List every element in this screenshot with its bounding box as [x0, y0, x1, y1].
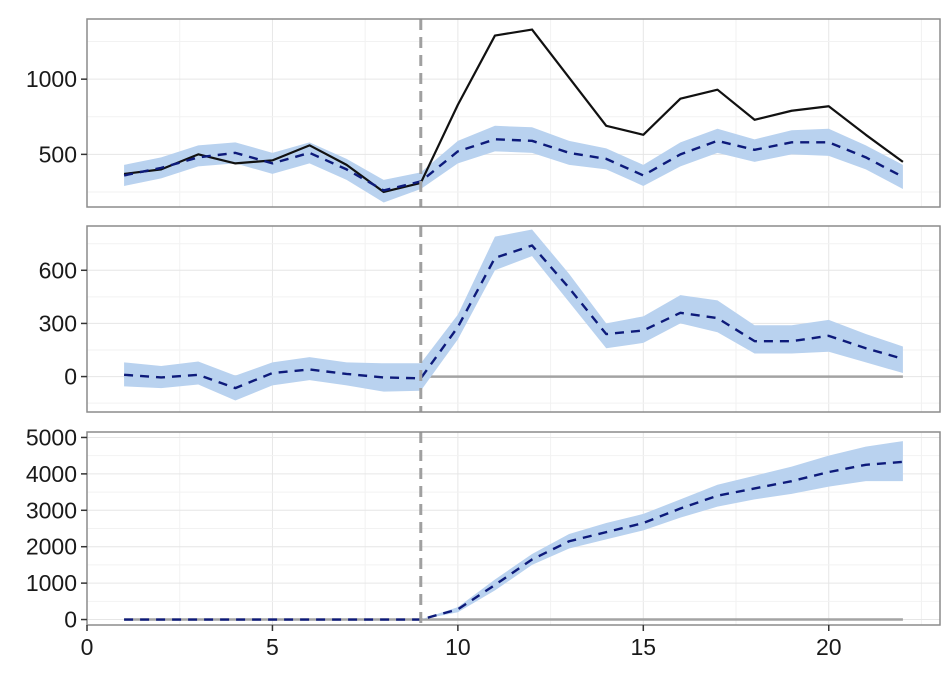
y-tick-label: 300: [39, 310, 77, 336]
x-tick-label: 0: [81, 634, 94, 660]
y-tick-label: 1000: [26, 570, 77, 596]
y-tick-label: 3000: [26, 497, 77, 523]
y-tick-label: 0: [64, 364, 77, 390]
x-tick-label: 10: [445, 634, 471, 660]
prediction-series-line: [124, 244, 904, 390]
observed-series-line: [123, 28, 904, 194]
prediction-series-line: [124, 460, 904, 621]
y-tick-label: 600: [39, 257, 77, 283]
y-tick-label: 5000: [26, 424, 77, 450]
panel-3: 0 1000 2000 3000 4000 5000 0 5 10 15 20: [26, 424, 941, 660]
x-tick-label: 5: [266, 634, 279, 660]
panel-border: [86, 18, 941, 208]
y-tick-label: 2000: [26, 534, 77, 560]
x-tick-label: 20: [816, 634, 842, 660]
prediction-interval-band: [124, 229, 903, 401]
prediction-interval-band: [124, 441, 903, 620]
y-tick-label: 1000: [26, 66, 77, 92]
y-tick-label: 4000: [26, 461, 77, 487]
panel-border: [86, 431, 941, 626]
y-tick-label: 500: [39, 141, 77, 167]
x-tick-label: 15: [631, 634, 657, 660]
panel-border: [86, 225, 941, 413]
prediction-series-line: [123, 138, 904, 192]
y-tick-label: 0: [64, 607, 77, 633]
panel-1: 500 1000: [26, 18, 941, 208]
panel-background: [87, 19, 940, 207]
panel-2: 0 300 600: [39, 225, 941, 413]
